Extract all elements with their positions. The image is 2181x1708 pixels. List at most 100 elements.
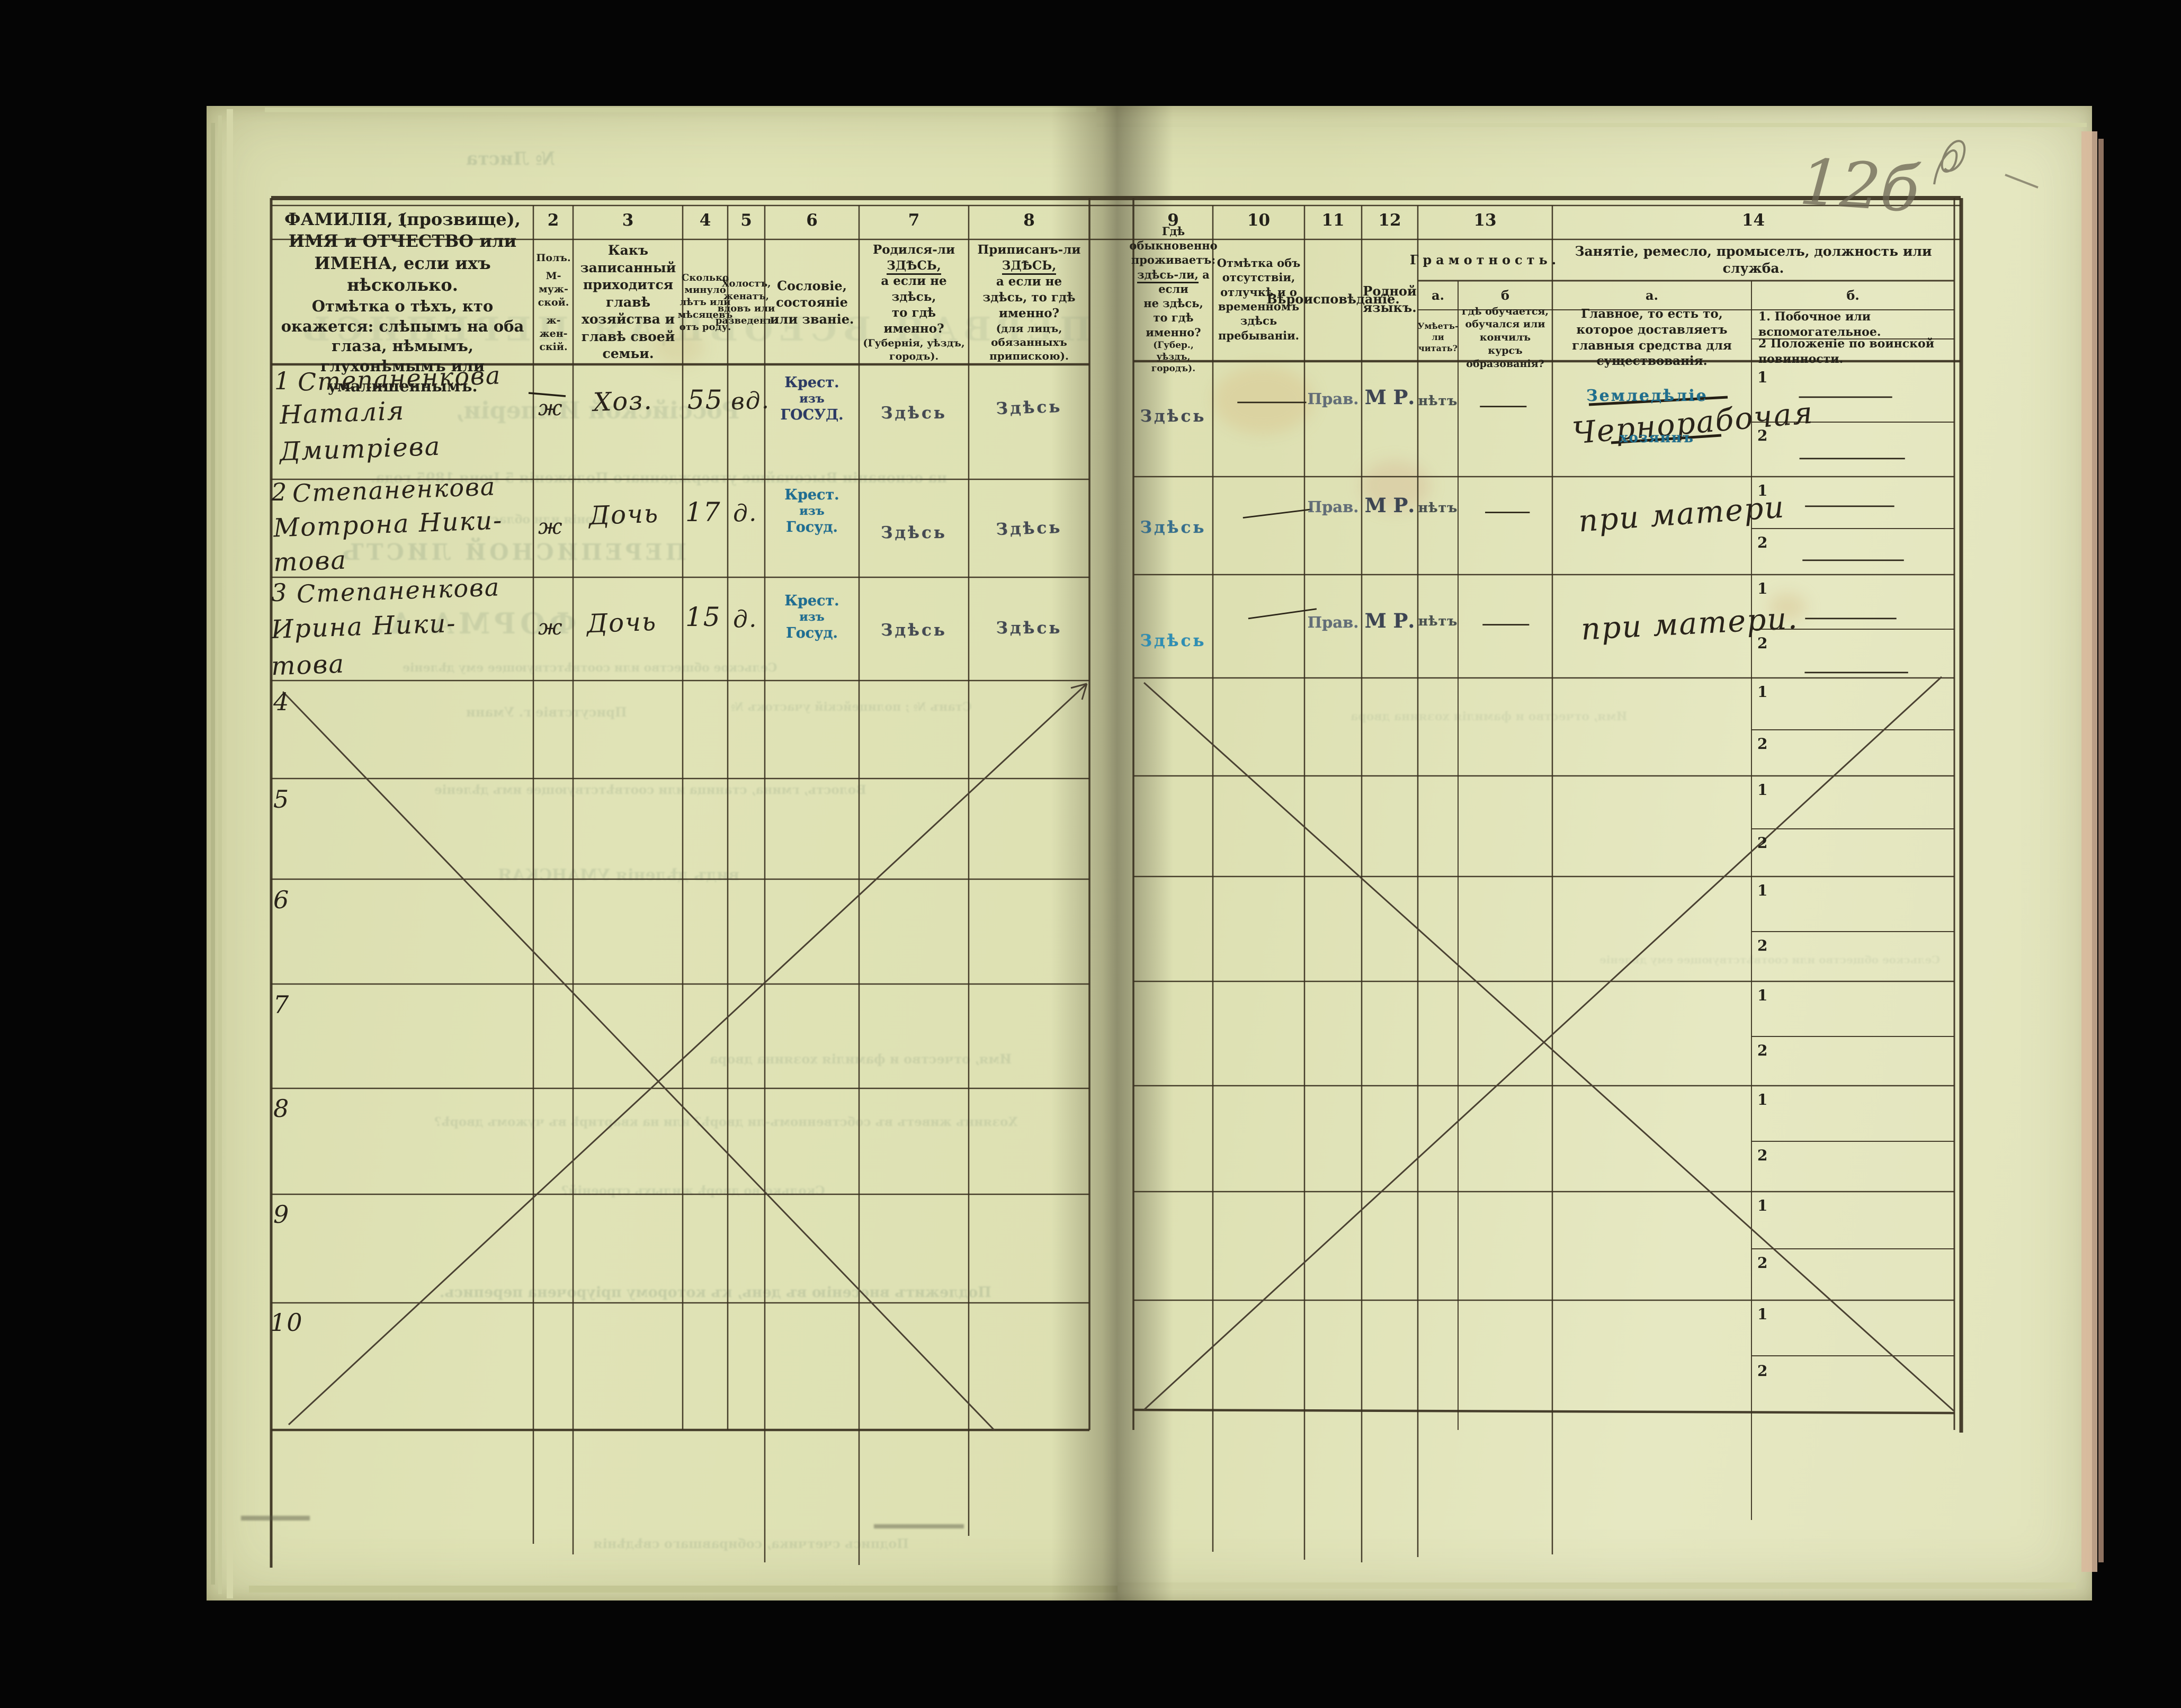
row-1-reads: нѣтъ [1418, 393, 1458, 408]
row-1-estate-stamp: Крест. изъ ГОСУД. [768, 374, 856, 424]
paper-stain [1769, 593, 1806, 621]
stamp-line: изъ [799, 504, 825, 518]
row-2-side-dash: — [1801, 491, 1899, 517]
subcell-1: 1 [1757, 1091, 1768, 1108]
row-6-number: 6 [273, 886, 290, 914]
subcell-1: 1 [1757, 882, 1768, 899]
header-col1: ФАМИЛІЯ, (прозвище), ИМЯ и ОТЧЕСТВО или … [278, 209, 527, 395]
header-col9-line5: именно? [1146, 325, 1201, 339]
stamp-line: Крест. [784, 593, 839, 609]
stamp-line: Госуд. [786, 625, 838, 642]
underlined-here: здѣсь-ли, [1137, 267, 1199, 283]
row-1-marital: вд. [730, 387, 771, 416]
row-2-name-line3: това [273, 545, 347, 578]
header-col7-line2: а если не здѣсь, [881, 274, 947, 305]
header-col4-text: Сколько минуло лѣтъ или мѣсяцевъ отъ род… [677, 272, 733, 333]
row-1-name-line3: Дмитріева [279, 431, 442, 467]
header-col1-remarks: Отмѣтка о тѣхъ, кто окажется: слѣпымъ на… [281, 297, 524, 395]
col-number-10: 10 [1247, 211, 1271, 230]
header-col9-line6: (Губер., уѣздъ, городъ). [1151, 340, 1196, 374]
subcell-1: 1 [1757, 987, 1768, 1004]
header-col13b-letter: б [1458, 283, 1552, 308]
header-col13a-desc: Умѣетъ-ли читать? [1417, 312, 1459, 363]
row-3-relation: Дочь [586, 606, 657, 639]
row-1-age: 55 [687, 384, 723, 415]
subcell-2: 2 [1757, 1147, 1768, 1164]
dash-mark: — [1478, 392, 1529, 418]
row-3-military-dash: — [1800, 658, 1913, 684]
row-3-absence-dash: — [1243, 594, 1321, 630]
header-col6-text: Сословіе, состояніе или званіе. [770, 278, 854, 327]
row-3-side-dash: — [1801, 604, 1901, 630]
text: а если [1158, 267, 1210, 296]
header-col9-residence: Гдѣ обыкновенно проживаетъ: здѣсь-ли, а … [1129, 225, 1217, 374]
header-col8-registration: Приписанъ-ли ЗДѢСЬ, а если не здѣсь, то … [972, 243, 1086, 362]
row-2-reads: нѣтъ [1418, 500, 1458, 515]
row-3-education-dash: — [1480, 610, 1532, 636]
letter-b: б. [1846, 288, 1860, 303]
header-col14b1-text: 1. Побочное или вспомогательное. [1758, 310, 1881, 339]
row-2-born: Здѣсь [881, 523, 947, 542]
header-col3-text: Какъ записанный приходится главѣ хозяйст… [580, 243, 676, 362]
page-edge-top-left [265, 108, 1096, 112]
header-col2-sex: Полъ. М-муж-ской. ж-жен-скій. [534, 243, 573, 362]
col-number-1: 1 [396, 211, 408, 230]
page-stack-edge-left-2 [218, 115, 222, 1594]
subcell-2: 2 [1757, 534, 1768, 551]
row-7-number: 7 [273, 990, 290, 1019]
header-col5-text: Холостъ, женатъ, вдовъ или разведенъ. [715, 278, 777, 327]
row-3-religion: Прав. [1307, 613, 1359, 631]
paper-stain [651, 328, 704, 365]
header-col4-age: Сколько минуло лѣтъ или мѣсяцевъ отъ род… [678, 243, 733, 362]
row-2-language: М Р. [1364, 494, 1415, 517]
row-2-military-dash: — [1798, 546, 1909, 571]
col-number-5: 5 [740, 211, 752, 230]
row-2-estate-stamp: Крест. изъ Госуд. [768, 486, 856, 536]
header-col9-line3: здѣсь-ли, а если [1135, 267, 1212, 297]
row-3-reads: нѣтъ [1418, 613, 1458, 629]
tiny-print [874, 1524, 964, 1528]
subcell-1: 1 [1757, 1305, 1768, 1323]
header-col7-birthplace: Родился-ли ЗДѢСЬ, а если не здѣсь, то гд… [862, 243, 966, 362]
col-number-11: 11 [1321, 211, 1345, 230]
subcell-2: 2 [1757, 735, 1768, 753]
folio-number-pencil: 12б [1797, 145, 1922, 227]
stamp-line: ГОСУД. [780, 407, 844, 424]
row-2-religion: Прав. [1307, 498, 1359, 516]
page-edge-bottom-left [249, 1586, 1118, 1593]
letter-b: б [1500, 288, 1509, 303]
header-col9-line2: проживаетъ: [1131, 253, 1216, 267]
stamp-line: изъ [799, 391, 825, 406]
row-1-relation: Хоз. [593, 386, 654, 417]
stamp-line: Крест. [784, 374, 839, 391]
header-col11-religion: Вѣроисповѣданіе. [1266, 239, 1399, 359]
row-2-sex: ж [538, 515, 564, 539]
row-3-marital: д. [732, 605, 758, 633]
row-2-age: 17 [685, 497, 721, 527]
header-col13a-text: Умѣетъ-ли читать? [1417, 321, 1459, 353]
page-edge-top-right [1096, 123, 2087, 127]
row-3-sex: ж [538, 615, 564, 640]
header-col5-marital: Холостъ, женатъ, вдовъ или разведенъ. [716, 243, 777, 362]
row-5-number: 5 [273, 785, 290, 813]
col-number-8: 8 [1023, 211, 1035, 230]
row-8-number: 8 [273, 1094, 290, 1123]
header-col10-text: Отмѣтка объ отсутствіи, отлучкѣ и о врем… [1217, 256, 1301, 342]
col-number-2: 2 [547, 211, 559, 230]
header-col8-line4: (для лицъ, обязанныхъ [991, 321, 1067, 348]
row-3-number: 3 [271, 578, 288, 607]
col-number-9: 9 [1167, 211, 1179, 230]
col-number-6: 6 [806, 211, 818, 230]
col-number-12: 12 [1378, 211, 1401, 230]
paper-spread [207, 106, 2092, 1600]
stamp-line: изъ [799, 610, 825, 624]
subcell-1: 1 [1757, 369, 1768, 386]
paper-stain [1361, 461, 1430, 511]
header-col13-title: Грамотность. [1409, 252, 1561, 268]
header-col14a-letter: а. [1552, 283, 1751, 308]
row-1-occupation-stamp-cancelled: Земледѣліе [1586, 387, 1708, 405]
header-col14a-text: Главное, то есть то, которое доставляетъ… [1572, 306, 1732, 369]
header-col7-line1: Родился-ли ЗДѢСЬ, [862, 242, 966, 275]
